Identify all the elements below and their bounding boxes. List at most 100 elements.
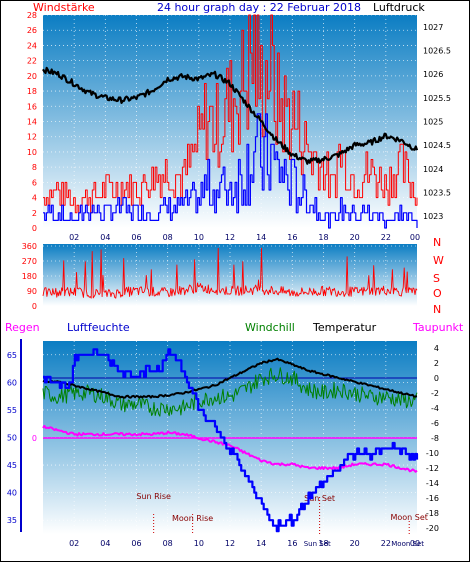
wind-direction-ticks: 0 90 180 270 360 bbox=[22, 242, 37, 311]
temperature-tick-label: -10 bbox=[426, 449, 439, 458]
compass-label: N bbox=[433, 303, 441, 316]
humidity-line bbox=[43, 348, 419, 533]
hour-tick-label: 22 bbox=[381, 539, 391, 548]
wind-direction-line bbox=[42, 247, 418, 299]
windchill-line bbox=[42, 367, 418, 417]
wind-speed-tick-label: 2 bbox=[32, 209, 37, 218]
header-left-label: Windstärke bbox=[33, 1, 95, 14]
wind-speed-tick-label: 20 bbox=[27, 72, 37, 81]
temperature-tick-label: -4 bbox=[431, 404, 439, 413]
wind-pressure-x-ticks: 02 04 06 08 10 12 14 16 18 20 22 00 bbox=[69, 233, 420, 242]
temperature-humidity-ticks: 35 40 45 50 55 60 65 4 2 0 -2 -4 -6 -8 -10 -12 -14 -16 -18… bbox=[7, 344, 439, 533]
hour-tick-label: 04 bbox=[100, 539, 110, 548]
hour-tick-label: 02 bbox=[69, 233, 79, 242]
temperature-tick-label: -12 bbox=[426, 464, 439, 473]
hour-tick-label: 00 bbox=[410, 539, 420, 548]
temperature-humidity-series bbox=[42, 348, 419, 533]
humidity-tick-label: 60 bbox=[7, 378, 17, 387]
legend-rain: Regen bbox=[5, 321, 40, 334]
wind-speed-tick-label: 28 bbox=[27, 11, 37, 20]
compass-label: O bbox=[433, 287, 442, 300]
humidity-axis-bar bbox=[20, 339, 22, 532]
wind-speed-tick-label: 14 bbox=[27, 118, 37, 127]
pressure-tick-label: 1026 bbox=[423, 70, 443, 79]
wind-speed-tick-label: 24 bbox=[27, 41, 37, 50]
wind-speed-tick-label: 10 bbox=[27, 148, 37, 157]
humidity-tick-label: 55 bbox=[7, 406, 17, 415]
temperature-tick-label: 2 bbox=[434, 359, 439, 368]
wind-speed-tick-label: 16 bbox=[27, 102, 37, 111]
hour-tick-label: 12 bbox=[225, 233, 235, 242]
wind-direction-plot-area bbox=[43, 244, 417, 306]
hour-tick-label: 14 bbox=[256, 233, 266, 242]
hour-tick-label: 18 bbox=[318, 539, 328, 548]
annotation-label: Sun Rise bbox=[136, 492, 171, 501]
annotation-label: Moon Rise bbox=[172, 514, 213, 523]
pressure-tick-label: 1023 bbox=[423, 212, 443, 221]
temperature-tick-label: -8 bbox=[431, 434, 439, 443]
direction-tick-label: 90 bbox=[27, 287, 37, 296]
hour-tick-label: 18 bbox=[318, 233, 328, 242]
humidity-tick-label: 50 bbox=[7, 434, 17, 443]
humidity-tick-label: 35 bbox=[7, 516, 17, 525]
compass-label: W bbox=[433, 254, 444, 267]
legend-windchill: Windchill bbox=[245, 321, 295, 334]
wind-direction-series bbox=[42, 247, 418, 299]
pressure-tick-label: 1027 bbox=[423, 23, 443, 32]
wind-average-line bbox=[43, 113, 418, 229]
compass-label: N bbox=[433, 236, 441, 249]
humidity-tick-label: 65 bbox=[7, 351, 17, 360]
humidity-tick-label: 45 bbox=[7, 461, 17, 470]
hour-tick-label: 08 bbox=[163, 539, 173, 548]
temperature-tick-label: -6 bbox=[431, 419, 439, 428]
direction-tick-label: 0 bbox=[32, 302, 37, 311]
temperature-tick-label: 4 bbox=[434, 344, 439, 353]
hour-tick-label: 02 bbox=[69, 539, 79, 548]
hour-tick-label: 04 bbox=[100, 233, 110, 242]
moonset-bottom-label: Moon Set bbox=[391, 540, 424, 548]
wind-speed-tick-label: 22 bbox=[27, 57, 37, 66]
pressure-tick-label: 1023.5 bbox=[423, 189, 451, 198]
sunset-bottom-label: Sun Set bbox=[304, 540, 331, 548]
hour-tick-label: 10 bbox=[194, 539, 204, 548]
hour-tick-label: 08 bbox=[163, 233, 173, 242]
legend-dewpoint: Taupunkt bbox=[412, 321, 464, 334]
hour-tick-label: 10 bbox=[194, 233, 204, 242]
chart-title: 24 hour graph day : 22 Februar 2018 bbox=[157, 1, 361, 14]
wind-speed-tick-label: 18 bbox=[27, 87, 37, 96]
pressure-tick-label: 1025 bbox=[423, 118, 443, 127]
pressure-tick-label: 1024.5 bbox=[423, 141, 451, 150]
wind-speed-tick-label: 0 bbox=[32, 224, 37, 233]
sun-moon-annotations: Sun Rise Moon Rise Sun Set Moon Set bbox=[136, 492, 428, 534]
temperature-tick-label: -16 bbox=[426, 494, 439, 503]
wind-speed-tick-label: 6 bbox=[32, 178, 37, 187]
pressure-tick-label: 1026.5 bbox=[423, 47, 451, 56]
humidity-tick-label: 40 bbox=[7, 489, 17, 498]
wind-speed-tick-label: 8 bbox=[32, 163, 37, 172]
pressure-line bbox=[42, 66, 419, 165]
rain-tick-label: 0 bbox=[32, 434, 37, 443]
hour-tick-label: 16 bbox=[287, 539, 297, 548]
temperature-tick-label: -2 bbox=[431, 389, 439, 398]
annotation-label: Moon Set bbox=[390, 513, 427, 522]
hour-tick-label: 14 bbox=[256, 539, 266, 548]
temperature-tick-label: -18 bbox=[426, 509, 439, 518]
hour-tick-label: 06 bbox=[131, 233, 141, 242]
temperature-tick-label: -14 bbox=[426, 479, 439, 488]
wind-pressure-series bbox=[42, 14, 419, 229]
legend-humidity: Luftfeuchte bbox=[67, 321, 130, 334]
annotation-label: Sun Set bbox=[304, 494, 335, 503]
hour-tick-label: 12 bbox=[225, 539, 235, 548]
hour-tick-label: 00 bbox=[410, 233, 420, 242]
header-right-label: Luftdruck bbox=[373, 1, 425, 14]
wind-pressure-ticks: 024681012141618202224262810231023.510241… bbox=[27, 11, 451, 233]
wind-speed-tick-label: 4 bbox=[32, 194, 37, 203]
pressure-tick-label: 1024 bbox=[423, 165, 443, 174]
pressure-tick-label: 1025.5 bbox=[423, 94, 451, 103]
wind-gust-line bbox=[43, 14, 418, 214]
dewpoint-line bbox=[42, 424, 418, 473]
hour-tick-label: 20 bbox=[350, 233, 360, 242]
